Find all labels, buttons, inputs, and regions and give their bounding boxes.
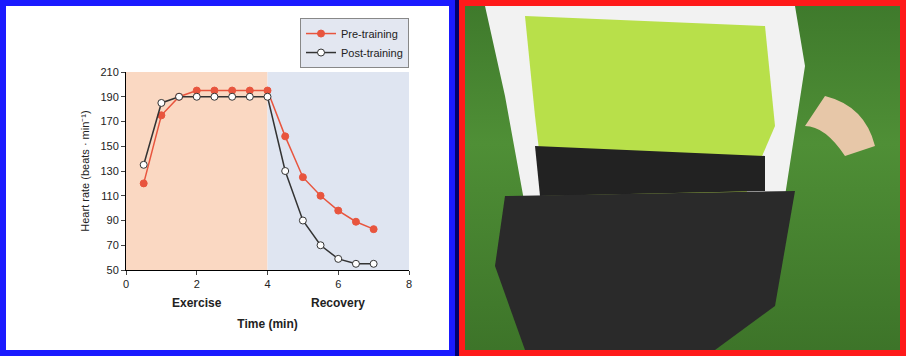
svg-text:50: 50 [107, 264, 119, 276]
svg-text:6: 6 [335, 278, 341, 290]
svg-text:150: 150 [100, 140, 118, 152]
svg-text:170: 170 [100, 115, 118, 127]
svg-text:2: 2 [194, 278, 200, 290]
svg-text:130: 130 [100, 165, 118, 177]
svg-text:110: 110 [101, 190, 119, 202]
svg-text:Exercise: Exercise [172, 296, 222, 310]
svg-text:0: 0 [123, 278, 129, 290]
svg-text:Recovery: Recovery [311, 296, 365, 310]
svg-text:Pre-training: Pre-training [341, 28, 398, 40]
svg-text:Time (min): Time (min) [237, 317, 297, 331]
svg-text:70: 70 [107, 239, 119, 251]
svg-text:Post-training: Post-training [341, 47, 403, 59]
svg-text:4: 4 [264, 278, 270, 290]
svg-text:8: 8 [406, 278, 412, 290]
svg-text:Heart rate (beats · min⁻¹): Heart rate (beats · min⁻¹) [79, 110, 91, 231]
svg-text:210: 210 [100, 66, 118, 78]
svg-text:90: 90 [107, 214, 119, 226]
svg-text:190: 190 [100, 91, 118, 103]
